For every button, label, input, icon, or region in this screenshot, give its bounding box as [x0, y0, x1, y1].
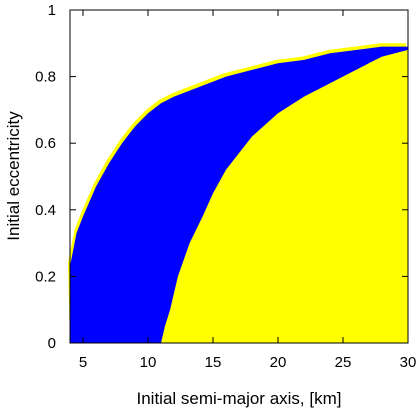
axes: 5 10 15 20 25 30 0 0.2 0.4 0.6 0.8 1 — [35, 2, 416, 371]
y-tick-label: 0 — [48, 335, 56, 352]
y-tick-label: 0.6 — [35, 135, 56, 152]
plot-area — [68, 43, 408, 344]
yellow-region — [167, 50, 408, 343]
y-tick-label: 0.2 — [35, 268, 56, 285]
x-tick-label: 5 — [79, 354, 87, 371]
y-tick-label: 1 — [48, 2, 56, 19]
x-tick-label: 15 — [205, 354, 222, 371]
y-axis-label: Initial eccentricity — [4, 111, 23, 241]
blue-region — [70, 46, 408, 343]
plot-frame — [69, 9, 409, 344]
x-tick-label: 10 — [140, 354, 157, 371]
x-tick-label: 25 — [335, 354, 352, 371]
x-tick-label: 20 — [270, 354, 287, 371]
y-tick-label: 0.8 — [35, 69, 56, 86]
x-tick-label: 30 — [400, 354, 417, 371]
y-tick-label: 0.4 — [35, 202, 56, 219]
x-axis-label: Initial semi-major axis, [km] — [137, 389, 342, 408]
